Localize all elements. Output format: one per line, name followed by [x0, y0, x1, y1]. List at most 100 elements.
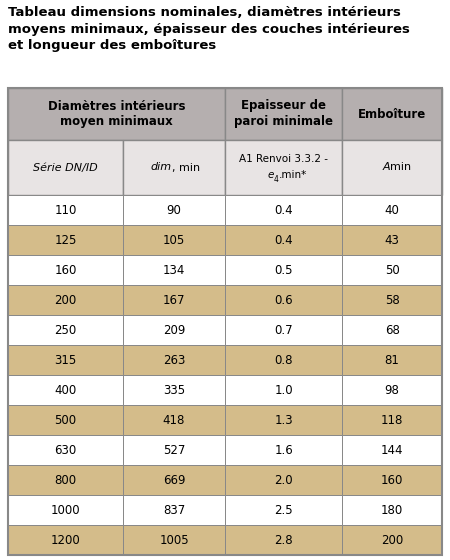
Text: 43: 43	[385, 234, 400, 246]
Bar	[123, 255, 225, 285]
Bar	[342, 435, 442, 465]
Bar	[8, 140, 123, 195]
Bar	[123, 225, 225, 255]
Text: 68: 68	[385, 324, 400, 337]
Text: 335: 335	[163, 384, 185, 396]
Text: Tableau dimensions nominales, diamètres intérieurs
moyens minimaux, épaisseur de: Tableau dimensions nominales, diamètres …	[8, 6, 410, 52]
Text: 315: 315	[54, 353, 76, 366]
Bar	[342, 465, 442, 495]
Text: 0.6: 0.6	[274, 293, 293, 306]
Bar	[342, 140, 442, 195]
Text: 1.6: 1.6	[274, 444, 293, 456]
Bar	[123, 525, 225, 555]
Bar	[123, 140, 225, 195]
Bar	[123, 345, 225, 375]
Bar	[8, 315, 123, 345]
Text: 1.3: 1.3	[274, 413, 293, 427]
Text: 134: 134	[163, 264, 185, 277]
Bar	[8, 465, 123, 495]
Text: 118: 118	[381, 413, 403, 427]
Text: 90: 90	[166, 203, 181, 217]
Bar	[225, 315, 342, 345]
Bar	[342, 285, 442, 315]
Text: Emboîture: Emboîture	[358, 108, 426, 120]
Text: 1200: 1200	[51, 534, 81, 547]
Text: 200: 200	[54, 293, 76, 306]
Text: 2.8: 2.8	[274, 534, 293, 547]
Text: 0.4: 0.4	[274, 234, 293, 246]
Text: 160: 160	[54, 264, 76, 277]
Bar	[225, 375, 342, 405]
Text: 418: 418	[163, 413, 185, 427]
Text: 2.0: 2.0	[274, 474, 293, 487]
Bar	[342, 525, 442, 555]
Bar	[225, 255, 342, 285]
Text: 40: 40	[385, 203, 400, 217]
Text: dim: dim	[151, 162, 172, 172]
Text: 0.4: 0.4	[274, 203, 293, 217]
Bar	[225, 225, 342, 255]
Text: , min: , min	[172, 162, 200, 172]
Bar	[8, 375, 123, 405]
Text: Série DN/ID: Série DN/ID	[33, 162, 98, 172]
Text: 1.0: 1.0	[274, 384, 293, 396]
Text: 50: 50	[385, 264, 400, 277]
Bar	[342, 225, 442, 255]
Bar	[123, 435, 225, 465]
Bar	[225, 88, 342, 140]
Bar	[342, 375, 442, 405]
Bar	[225, 405, 342, 435]
Bar	[225, 195, 342, 225]
Bar	[123, 315, 225, 345]
Text: 167: 167	[163, 293, 185, 306]
Text: 0.5: 0.5	[274, 264, 293, 277]
Bar	[342, 345, 442, 375]
Bar	[123, 495, 225, 525]
Text: 0.7: 0.7	[274, 324, 293, 337]
Text: 144: 144	[381, 444, 403, 456]
Text: 209: 209	[163, 324, 185, 337]
Bar	[8, 285, 123, 315]
Bar	[8, 255, 123, 285]
Bar	[225, 345, 342, 375]
Bar	[123, 195, 225, 225]
Bar	[8, 88, 225, 140]
Text: 105: 105	[163, 234, 185, 246]
Bar	[342, 255, 442, 285]
Bar	[8, 495, 123, 525]
Text: 98: 98	[385, 384, 400, 396]
Text: 837: 837	[163, 503, 185, 516]
Bar	[8, 435, 123, 465]
Text: 1000: 1000	[51, 503, 80, 516]
Bar	[8, 195, 123, 225]
Text: 250: 250	[54, 324, 76, 337]
Text: A: A	[382, 162, 390, 172]
Text: 58: 58	[385, 293, 400, 306]
Text: 4: 4	[274, 175, 279, 184]
Text: 630: 630	[54, 444, 76, 456]
Text: 800: 800	[54, 474, 76, 487]
Bar	[225, 435, 342, 465]
Text: 500: 500	[54, 413, 76, 427]
Bar	[123, 465, 225, 495]
Bar	[8, 345, 123, 375]
Bar	[123, 285, 225, 315]
Text: 263: 263	[163, 353, 185, 366]
Bar	[8, 225, 123, 255]
Bar	[342, 195, 442, 225]
Bar	[342, 315, 442, 345]
Text: 81: 81	[385, 353, 400, 366]
Text: min: min	[390, 162, 411, 172]
Bar	[123, 375, 225, 405]
Text: A1 Renvoi 3.3.2 -: A1 Renvoi 3.3.2 -	[239, 155, 328, 165]
Bar	[342, 405, 442, 435]
Bar	[342, 495, 442, 525]
Text: 1005: 1005	[159, 534, 189, 547]
Bar	[8, 88, 442, 555]
Text: 527: 527	[163, 444, 185, 456]
Text: 0.8: 0.8	[274, 353, 293, 366]
Bar	[225, 140, 342, 195]
Text: 669: 669	[163, 474, 185, 487]
Bar	[225, 525, 342, 555]
Text: 125: 125	[54, 234, 76, 246]
